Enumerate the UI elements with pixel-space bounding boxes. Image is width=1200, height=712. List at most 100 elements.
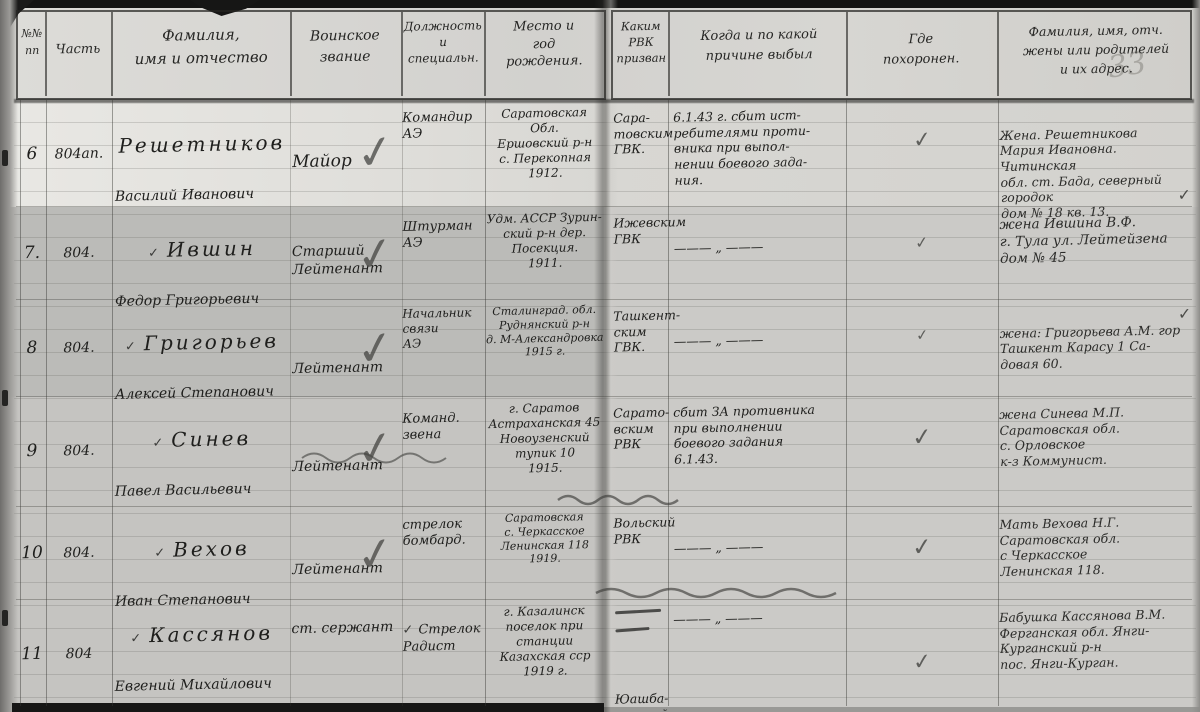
col-header-rank: Воинское звание xyxy=(309,27,380,66)
header-divider xyxy=(484,12,486,96)
check-icon: ✓ xyxy=(152,435,167,452)
family-cell: жена Синева М.П. Саратовская обл. с. Орл… xyxy=(999,404,1125,469)
column-line xyxy=(846,100,847,706)
check-icon: ✓ xyxy=(914,325,930,345)
family-text: жена: Григорьева А.М. гор Ташкент Карасу… xyxy=(999,321,1181,372)
row-separator xyxy=(16,206,1192,207)
header-divider xyxy=(290,12,292,96)
rvk-cell: Вольский РВК xyxy=(613,514,676,547)
rank-cell: ст. сержант xyxy=(291,619,394,638)
birthplace-cell: Сталинград. обл. Руднянский р-н д. М-Але… xyxy=(485,302,604,359)
given-names: Василий Иванович xyxy=(114,185,255,205)
table-row: 6 804ап. Решетников Василий Иванович Май… xyxy=(0,100,1200,221)
row-separator xyxy=(16,506,1192,507)
check-icon: ✓ xyxy=(154,545,169,561)
column-line xyxy=(402,100,403,706)
surname: ✓ Синев xyxy=(152,425,252,452)
position-cell: Штурман АЭ xyxy=(402,218,473,252)
crossed-out-text xyxy=(615,608,662,615)
rvk-cell: Сарато- вским РВК xyxy=(613,404,670,452)
birthplace-cell: Саратовская Обл. Ершовский р-н с. Переко… xyxy=(497,105,593,181)
column-line xyxy=(20,100,21,706)
table-row: 7. 804. ✓ Ившин Федор Григорьевич Старший… xyxy=(0,205,1200,310)
burial-cell: ✓ xyxy=(848,397,996,507)
header-divider xyxy=(846,12,848,96)
family-cell: жена Ившина В.Ф. г. Тула ул. Лейтейзена … xyxy=(999,214,1168,267)
table-row: 10 804. ✓ Вехов Иван Степанович Лейтенант… xyxy=(0,507,1200,610)
column-line xyxy=(112,100,113,706)
check-icon: ✓ xyxy=(1177,304,1192,324)
row-number: 7. xyxy=(23,242,41,264)
position-cell: Команд. звена xyxy=(402,410,460,444)
loss-reason-cell: ——— „ ——— xyxy=(673,609,763,627)
row-number: 11 xyxy=(20,644,44,665)
rvk-text: Юашба- ровский РВК xyxy=(614,690,669,712)
rvk-cell: Ижевским ГВК xyxy=(613,214,687,247)
burial-cell: ✓ xyxy=(848,102,996,207)
rvk-cell: Сара- товским ГВК. xyxy=(613,109,674,157)
burial-cell: ✓ xyxy=(848,507,996,600)
column-line xyxy=(46,100,47,706)
check-icon: ✓ xyxy=(914,232,930,253)
unit-cell: 804. xyxy=(63,544,95,562)
name-cell: ✓ Синев Павел Васильевич xyxy=(113,395,291,509)
table-row: 8 804. ✓ Григорьев Алексей Степанович Лей… xyxy=(0,298,1200,403)
column-line xyxy=(290,100,291,706)
rvk-cell: Ташкент- ским ГВК. xyxy=(613,307,681,355)
position-cell: Командир АЭ xyxy=(402,109,473,143)
header-divider xyxy=(111,12,113,96)
given-names: Павел Васильевич xyxy=(114,480,252,500)
burial-cell: ✓ xyxy=(848,600,996,710)
family-cell: Мать Вехова Н.Г. Саратовская обл. с Черк… xyxy=(999,514,1121,579)
surname: ✓ Григорьев xyxy=(124,328,280,356)
birthplace-cell: г. Саратов Астраханская 45 Новоузенский … xyxy=(488,400,601,476)
position-cell: стрелок бомбард. xyxy=(402,516,466,550)
column-line xyxy=(485,100,486,706)
unit-cell: 804. xyxy=(63,442,95,460)
col-header-name: Фамилия, имя и отчество xyxy=(134,25,268,68)
unit-cell: 804. xyxy=(63,339,95,357)
unit-cell: 804ап. xyxy=(54,145,104,163)
loss-reason-cell: 6.1.43 г. сбит ист- ребителями проти- вн… xyxy=(673,107,811,188)
header-divider xyxy=(45,12,47,96)
unit-cell: 804 xyxy=(65,645,93,663)
row-separator xyxy=(16,299,1192,300)
check-icon: ✓ xyxy=(910,532,934,562)
burial-cell: ✓ xyxy=(848,300,996,397)
col-header-position: Должность и специальн. xyxy=(403,18,482,66)
crossed-out-text xyxy=(615,626,650,633)
name-cell: ✓ Ившин Федор Григорьевич xyxy=(113,205,291,310)
rvk-cell: Юашба- ровский РВК xyxy=(613,599,671,712)
table-row: 9 804. ✓ Синев Павел Васильевич Лейтенант… xyxy=(0,397,1200,507)
family-cell: Бабушка Кассянова В.М. Ферганская обл. Я… xyxy=(999,606,1166,672)
column-line xyxy=(998,100,999,706)
col-header-unit: Часть xyxy=(55,41,101,58)
loss-reason-cell: ——— „ ——— xyxy=(673,238,764,256)
loss-reason-cell: ——— „ ——— xyxy=(673,538,764,556)
check-icon: ✓ xyxy=(1177,185,1192,205)
check-icon: ✓ xyxy=(402,622,414,639)
check-icon: ✓ xyxy=(910,422,934,452)
name-cell: ✓ Кассянов Евгений Михайлович xyxy=(113,598,291,712)
row-separator xyxy=(16,396,1192,397)
birthplace-cell: Удм. АССР Зурин- ский р-н дер. Посекция.… xyxy=(486,209,602,271)
row-number: 10 xyxy=(20,542,44,564)
loss-reason-cell: ——— „ ——— xyxy=(673,331,764,349)
check-icon: ✓ xyxy=(147,245,163,262)
surname: Решетников xyxy=(118,130,286,158)
check-icon: ✓ xyxy=(911,649,933,676)
col-header-rvk: Каким РВК призван xyxy=(616,18,667,66)
header-divider xyxy=(668,12,670,96)
name-cell: ✓ Григорьев Алексей Степанович xyxy=(113,298,291,402)
check-icon: ✓ xyxy=(124,339,139,355)
header-divider xyxy=(401,12,403,96)
row-number: 8 xyxy=(26,337,38,358)
family-cell: жена: Григорьева А.М. гор Ташкент Карасу… xyxy=(999,298,1195,399)
position-cell: Начальник связи АЭ xyxy=(402,305,472,351)
family-cell: Жена. Решетникова Мария Ивановна. Читинс… xyxy=(999,100,1195,221)
name-cell: Решетников Василий Иванович xyxy=(113,100,291,209)
surname: ✓ Кассянов xyxy=(130,620,274,648)
position-cell: ✓ Стрелок Радист xyxy=(402,621,481,655)
